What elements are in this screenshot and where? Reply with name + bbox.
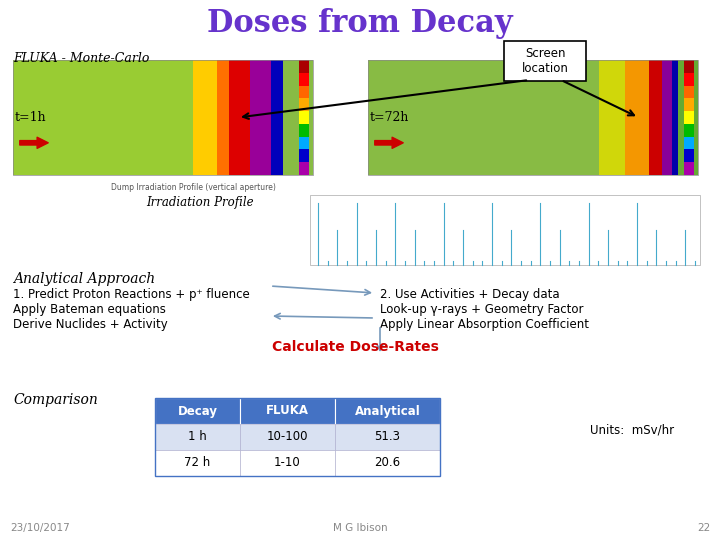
Text: Doses from Decay: Doses from Decay — [207, 8, 513, 39]
Text: 23/10/2017: 23/10/2017 — [10, 523, 70, 533]
Bar — [13, 60, 313, 175]
Bar — [626, 60, 658, 175]
Bar — [684, 124, 694, 137]
Bar — [271, 60, 283, 175]
Bar — [155, 398, 440, 476]
Text: Dump Irradiation Profile (vertical aperture): Dump Irradiation Profile (vertical apert… — [111, 183, 276, 192]
Bar — [299, 85, 309, 98]
Text: FLUKA - Monte-Carlo: FLUKA - Monte-Carlo — [13, 52, 149, 65]
Bar — [684, 73, 694, 85]
Text: Analytical Approach: Analytical Approach — [13, 272, 155, 286]
Text: Apply Bateman equations: Apply Bateman equations — [13, 303, 166, 316]
Bar — [299, 162, 309, 175]
Bar — [299, 73, 309, 85]
Bar — [368, 60, 626, 175]
Bar — [662, 60, 675, 175]
Bar — [299, 98, 309, 111]
Bar — [684, 137, 694, 150]
Bar — [684, 98, 694, 111]
Text: 72 h: 72 h — [184, 456, 211, 469]
Bar — [155, 450, 240, 476]
Bar — [155, 424, 240, 450]
Bar — [217, 60, 256, 175]
Text: 1 h: 1 h — [188, 430, 207, 443]
Text: 2. Use Activities + Decay data: 2. Use Activities + Decay data — [380, 288, 559, 301]
Text: 1. Predict Proton Reactions + p⁺ fluence: 1. Predict Proton Reactions + p⁺ fluence — [13, 288, 250, 301]
Bar — [299, 124, 309, 137]
Text: t=1h: t=1h — [15, 111, 47, 124]
Bar — [229, 60, 253, 175]
Bar — [13, 60, 229, 175]
FancyBboxPatch shape — [504, 41, 586, 81]
Bar — [299, 60, 309, 73]
Text: t=72h: t=72h — [370, 111, 410, 124]
Text: Derive Nuclides + Activity: Derive Nuclides + Activity — [13, 318, 168, 331]
Bar — [672, 60, 678, 175]
Text: 22: 22 — [697, 523, 710, 533]
Bar — [684, 60, 694, 73]
Text: Analytical: Analytical — [355, 404, 420, 417]
Bar — [684, 85, 694, 98]
Bar — [684, 150, 694, 162]
Bar — [335, 450, 440, 476]
Bar — [240, 398, 335, 424]
Text: Look-up γ-rays + Geometry Factor: Look-up γ-rays + Geometry Factor — [380, 303, 583, 316]
Text: Decay: Decay — [178, 404, 217, 417]
Bar — [155, 398, 240, 424]
Bar — [310, 195, 700, 265]
Text: 20.6: 20.6 — [374, 456, 400, 469]
Bar — [250, 60, 274, 175]
Bar — [335, 398, 440, 424]
Text: FLUKA: FLUKA — [266, 404, 309, 417]
Text: 1-10: 1-10 — [274, 456, 301, 469]
Bar — [599, 60, 649, 175]
Bar — [13, 60, 313, 175]
Text: Irradiation Profile: Irradiation Profile — [146, 196, 254, 209]
Bar — [193, 60, 259, 175]
Bar — [299, 150, 309, 162]
Text: Apply Linear Absorption Coefficient: Apply Linear Absorption Coefficient — [380, 318, 589, 331]
Text: M G Ibison: M G Ibison — [333, 523, 387, 533]
Bar — [684, 162, 694, 175]
Bar — [299, 137, 309, 150]
Text: Units:  mSv/hr: Units: mSv/hr — [590, 423, 674, 436]
Text: Comparison: Comparison — [13, 393, 98, 407]
Text: Calculate Dose-Rates: Calculate Dose-Rates — [271, 340, 438, 354]
Bar — [299, 111, 309, 124]
Bar — [649, 60, 665, 175]
Bar — [368, 60, 698, 175]
Text: 10-100: 10-100 — [266, 430, 308, 443]
Bar — [684, 111, 694, 124]
Bar — [368, 60, 698, 175]
Text: 51.3: 51.3 — [374, 430, 400, 443]
Bar — [240, 450, 335, 476]
Text: Screen
location: Screen location — [521, 47, 568, 75]
Bar — [335, 424, 440, 450]
Bar — [240, 424, 335, 450]
